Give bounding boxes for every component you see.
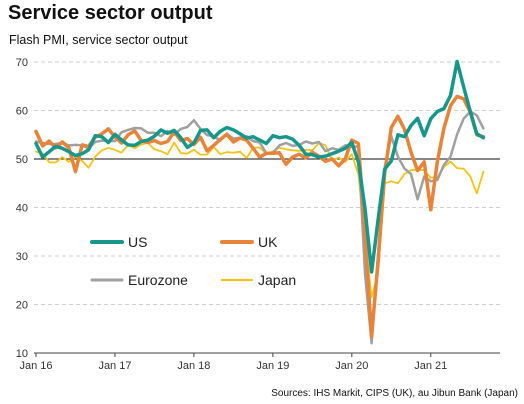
chart-source: Sources: IHS Markit, CIPS (UK), au Jibun… (271, 388, 518, 399)
legend-label-japan: Japan (258, 272, 296, 288)
y-tick-label: 10 (16, 348, 28, 360)
legend-label-eurozone: Eurozone (128, 272, 188, 288)
x-tick-label: Jan 19 (256, 360, 289, 372)
y-tick-label: 40 (16, 203, 28, 215)
legend: US UK Eurozone Japan (90, 234, 296, 288)
x-tick-label: Jan 17 (98, 360, 131, 372)
series-line-eurozone (34, 110, 485, 345)
x-tick-label: Jan 16 (19, 360, 52, 372)
chart-title: Service sector output (8, 2, 213, 24)
chart-subtitle: Flash PMI, service sector output (9, 33, 188, 47)
series-line-uk (34, 94, 486, 339)
x-axis-ticks: Jan 16 Jan 17 Jan 18 Jan 19 Jan 20 Jan 21 (19, 353, 447, 372)
y-axis-ticks: 10 20 30 40 50 60 70 (16, 57, 28, 360)
y-tick-label: 50 (16, 154, 28, 166)
series-line-us (34, 59, 486, 274)
legend-label-uk: UK (258, 234, 278, 250)
y-tick-label: 60 (16, 106, 28, 118)
legend-label-us: US (128, 234, 147, 250)
y-tick-label: 70 (16, 57, 28, 69)
x-tick-label: Jan 20 (335, 360, 368, 372)
series-lines (34, 59, 486, 345)
y-tick-label: 30 (16, 251, 28, 263)
gridlines (34, 61, 500, 354)
x-tick-label: Jan 21 (414, 360, 447, 372)
x-tick-label: Jan 18 (177, 360, 210, 372)
y-tick-label: 20 (16, 300, 28, 312)
